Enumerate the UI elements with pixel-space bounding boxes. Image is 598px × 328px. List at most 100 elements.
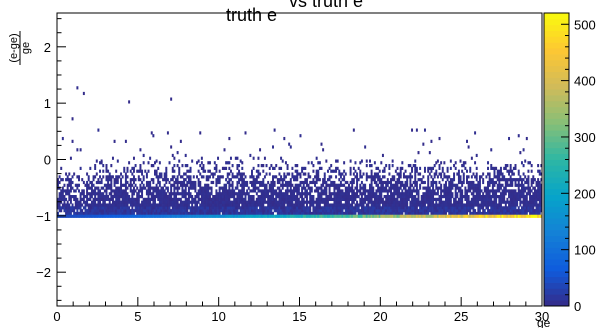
heatmap-cell <box>162 200 165 204</box>
heatmap-cell <box>433 209 436 213</box>
heatmap-cell <box>533 186 536 190</box>
heatmap-cell <box>74 206 77 210</box>
heatmap-cell <box>393 214 396 218</box>
heatmap-cell <box>312 197 315 201</box>
heatmap-cell <box>330 195 333 199</box>
heatmap-cell <box>320 186 323 190</box>
heatmap-cell <box>495 214 498 218</box>
heatmap-cell <box>336 186 339 190</box>
heatmap-cell <box>490 203 493 207</box>
heatmap-cell <box>183 211 186 216</box>
heatmap-cell <box>317 161 320 165</box>
heatmap-cell <box>165 200 168 204</box>
heatmap-cell <box>315 172 318 176</box>
heatmap-cell <box>414 197 417 201</box>
heatmap-cell <box>508 200 511 204</box>
heatmap-cell <box>527 200 530 204</box>
heatmap-cell <box>234 156 237 160</box>
heatmap-cell <box>335 166 338 170</box>
heatmap-cell <box>472 172 475 176</box>
heatmap-cell <box>527 180 530 185</box>
heatmap-cell <box>170 189 173 193</box>
heatmap-cell <box>448 192 451 196</box>
heatmap-cell <box>90 189 93 193</box>
heatmap-cell <box>293 203 295 207</box>
heatmap-cell <box>412 214 415 218</box>
heatmap-cell <box>120 192 123 196</box>
heatmap-cell <box>202 211 205 216</box>
heatmap-cell <box>390 214 392 218</box>
heatmap-cell <box>212 195 215 199</box>
x-axis: 0 5 10 15 20 25 30 <box>53 297 549 324</box>
heatmap-cell <box>517 197 520 201</box>
heatmap-cell <box>175 197 177 201</box>
heatmap-cell <box>433 211 436 216</box>
heatmap-cell <box>331 192 334 196</box>
heatmap-cell <box>493 183 496 187</box>
heatmap-cell <box>490 166 493 170</box>
heatmap-cell <box>58 195 61 199</box>
heatmap-cell <box>393 197 396 201</box>
heatmap-cell <box>464 206 467 210</box>
heatmap-cell <box>94 206 97 210</box>
heatmap-cell <box>530 211 533 216</box>
heatmap-cell <box>336 195 339 199</box>
heatmap-cell <box>129 209 132 213</box>
z-tick-label: 300 <box>574 130 596 145</box>
heatmap-cell <box>388 164 391 168</box>
heatmap-cell <box>506 178 509 182</box>
heatmap-cell <box>407 195 410 199</box>
heatmap-cell <box>307 186 310 190</box>
heatmap-cell <box>124 180 127 185</box>
heatmap-cell <box>330 197 333 201</box>
heatmap-cell <box>259 189 262 193</box>
heatmap-cell <box>284 214 287 218</box>
heatmap-cell <box>270 206 273 210</box>
heatmap-cell <box>268 166 271 170</box>
heatmap-cell <box>449 178 452 182</box>
heatmap-cell <box>87 186 90 190</box>
heatmap-cell <box>461 211 464 216</box>
heatmap-cell <box>97 200 100 204</box>
heatmap-cell <box>173 206 176 210</box>
heatmap-cell <box>136 206 139 210</box>
heatmap-cell <box>176 164 179 168</box>
heatmap-cell <box>229 192 232 196</box>
heatmap-cell <box>238 189 241 193</box>
heatmap-cell <box>399 169 402 173</box>
heatmap-cell <box>99 180 101 185</box>
heatmap-cell <box>215 203 218 207</box>
heatmap-cell <box>423 169 426 173</box>
heatmap-cell <box>456 209 459 213</box>
heatmap-cell <box>194 195 197 199</box>
heatmap-cell <box>293 195 295 199</box>
color-scale-band <box>544 89 569 96</box>
heatmap-cell <box>268 200 271 204</box>
heatmap-cell <box>163 211 166 216</box>
heatmap-cell <box>459 206 462 210</box>
x-tick-label: 0 <box>53 309 60 324</box>
color-scale-band <box>544 153 569 160</box>
heatmap-cell <box>126 169 129 173</box>
heatmap-cell <box>414 211 417 216</box>
heatmap-cell <box>356 189 359 193</box>
heatmap-cell <box>297 200 300 204</box>
heatmap-cell <box>380 186 383 190</box>
heatmap-cell <box>113 209 116 213</box>
heatmap-cell <box>326 169 329 173</box>
heatmap-cell <box>226 172 229 176</box>
heatmap-cell <box>142 203 145 207</box>
heatmap-cell <box>241 161 244 165</box>
heatmap-cell <box>323 203 326 207</box>
heatmap-cell <box>469 211 472 216</box>
heatmap-cell <box>390 200 392 204</box>
heatmap-cell <box>107 178 110 182</box>
heatmap-cell <box>349 197 352 201</box>
heatmap-cell <box>239 175 242 179</box>
heatmap-cell <box>441 200 444 204</box>
heatmap-cell <box>89 195 92 199</box>
color-scale-band <box>544 229 569 237</box>
heatmap-cell <box>461 214 464 218</box>
heatmap-cell <box>449 189 452 193</box>
